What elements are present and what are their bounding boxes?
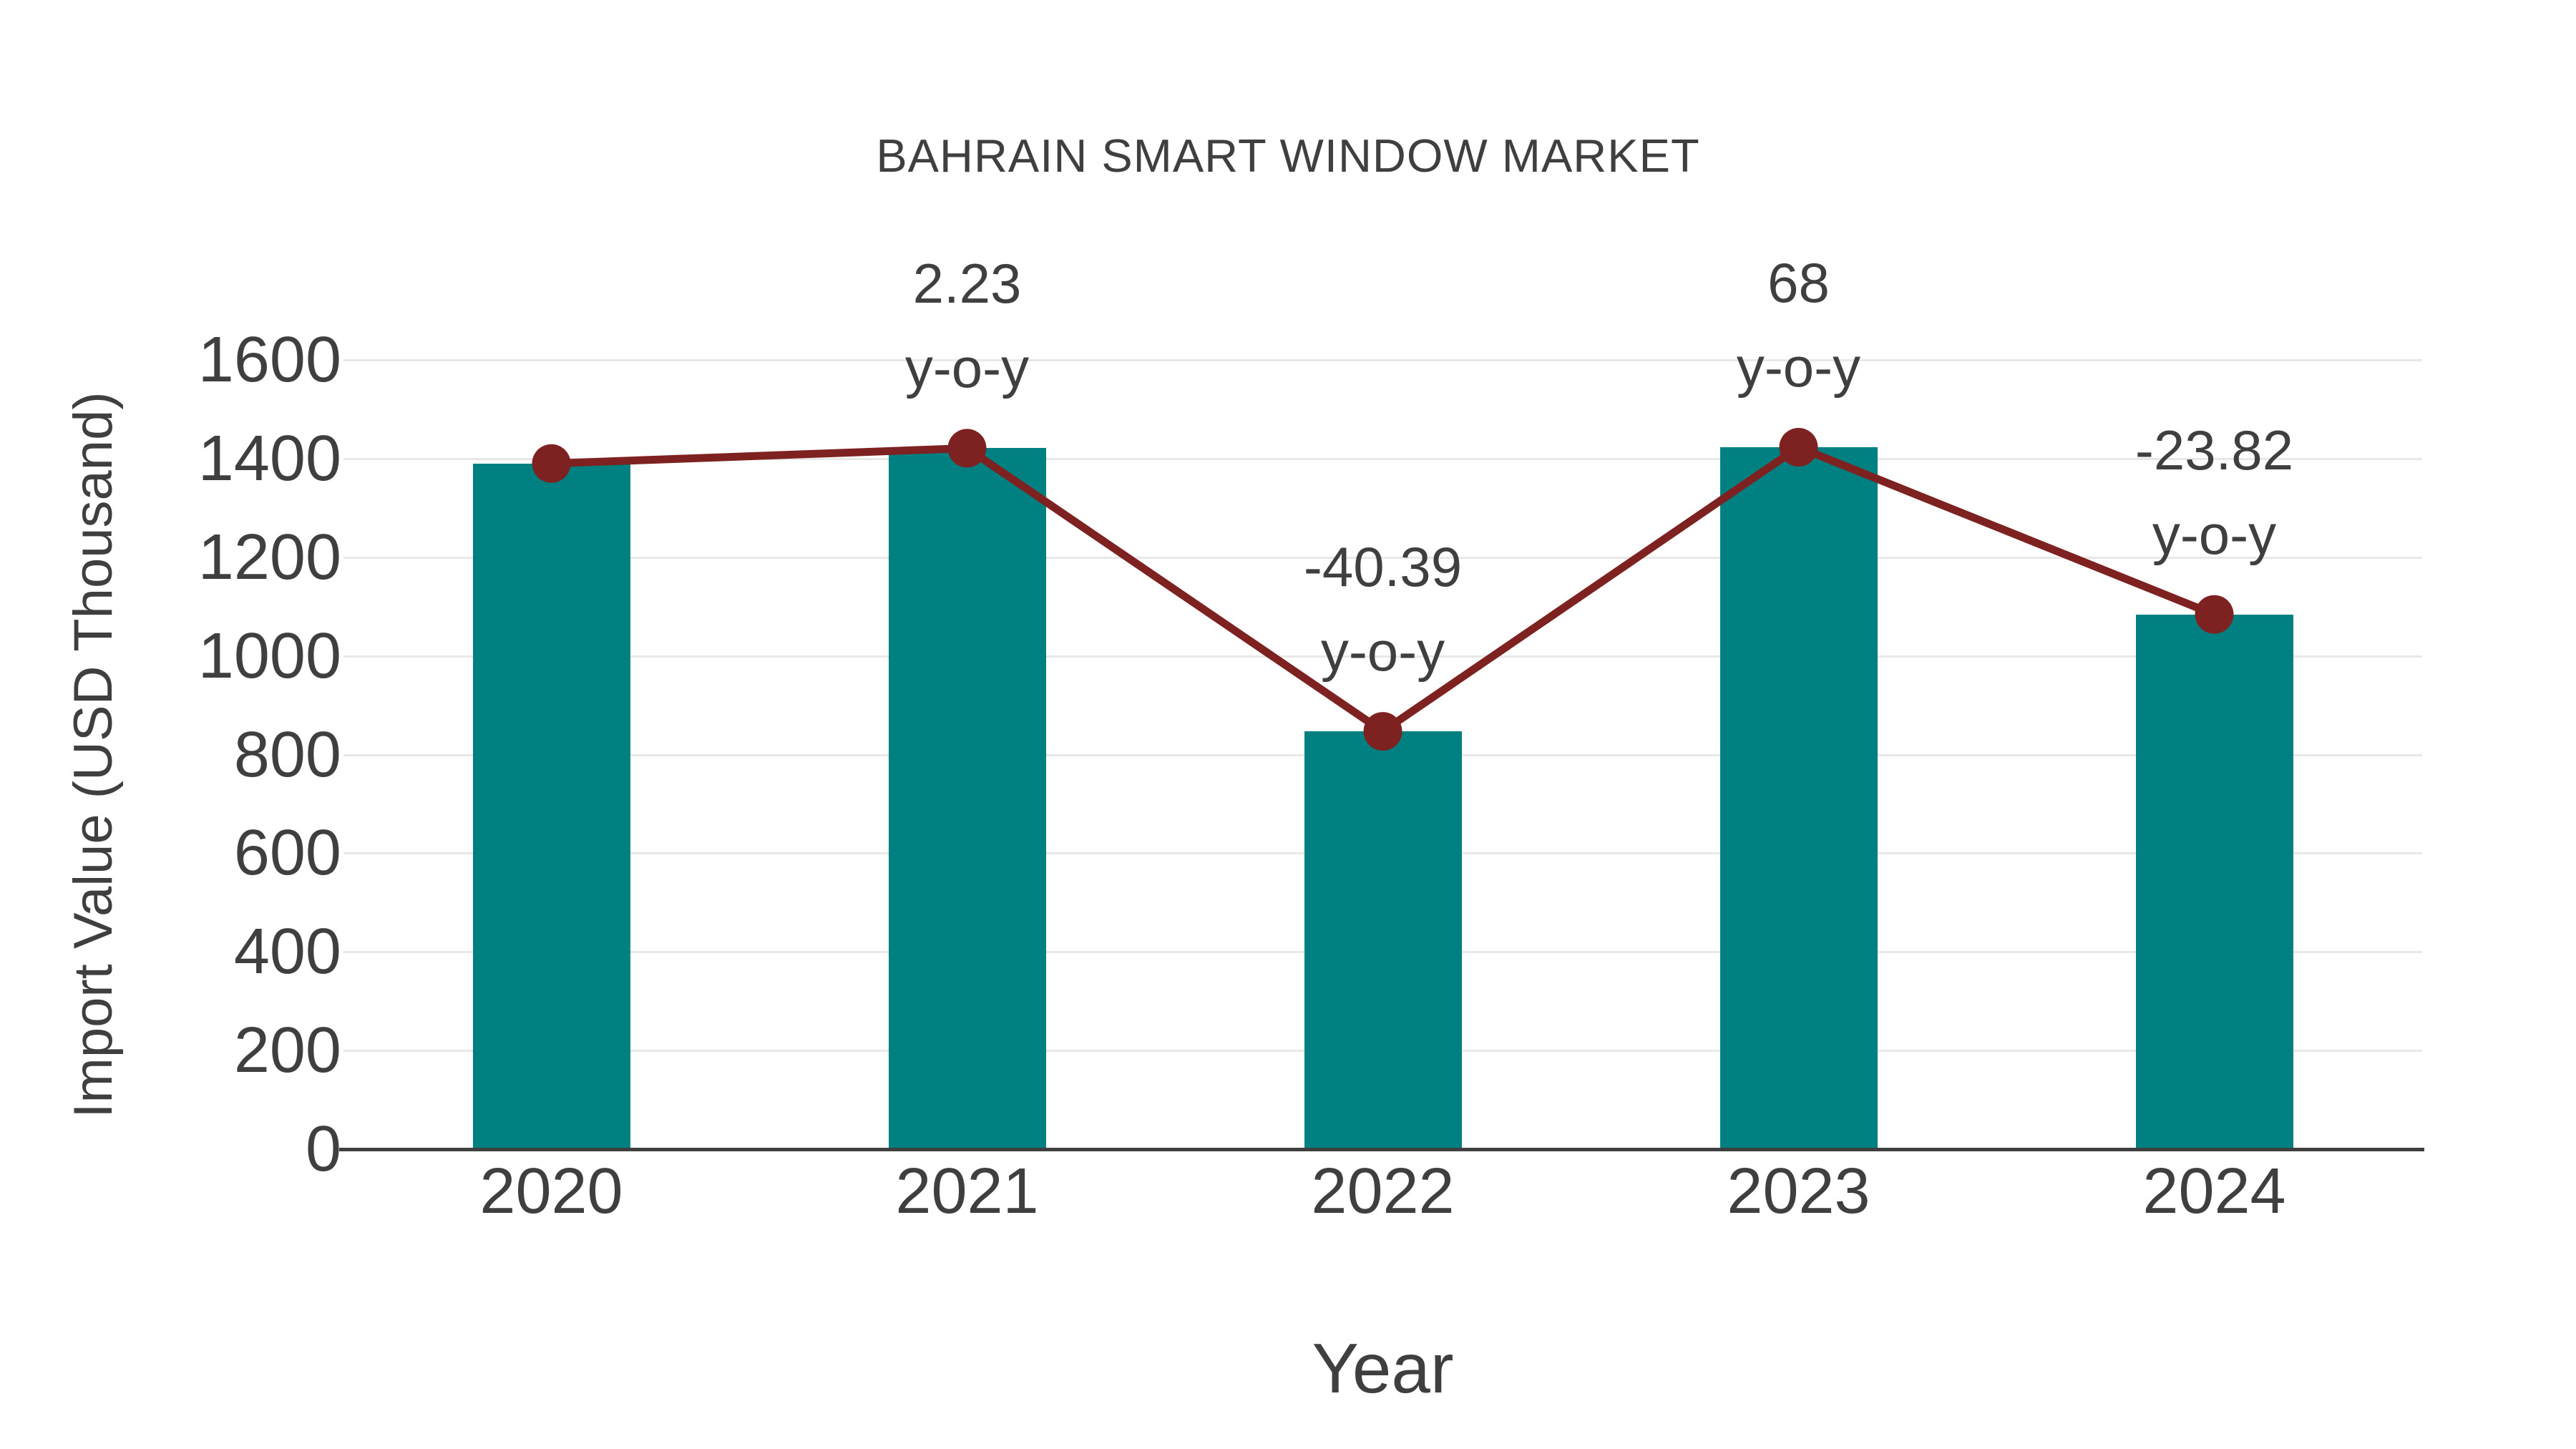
y-tick-label-800: 800 <box>233 718 341 791</box>
y-tick-label-400: 400 <box>233 916 341 988</box>
bar-2024 <box>2135 614 2293 1149</box>
annotation-label-2023: y-o-y <box>1736 336 1861 399</box>
x-tick-label-2024: 2024 <box>2142 1156 2286 1227</box>
chart-title: BAHRAIN SMART WINDOW MARKET <box>876 130 1700 182</box>
bar-2021 <box>888 448 1046 1149</box>
x-axis-line <box>339 1148 2424 1151</box>
bar-2022 <box>1304 731 1462 1149</box>
x-axis-title: Year <box>1312 1329 1454 1407</box>
annotation-label-2022: y-o-y <box>1320 620 1445 683</box>
bar-2020 <box>472 463 630 1149</box>
x-tick-label-2020: 2020 <box>479 1156 623 1227</box>
x-tick-label-2022: 2022 <box>1311 1156 1455 1227</box>
y-tick-label-1400: 1400 <box>197 422 341 494</box>
annotation-label-2024: y-o-y <box>2152 502 2277 566</box>
bar-2023 <box>1719 447 1878 1149</box>
gridline-1600 <box>343 359 2422 361</box>
y-tick-label-1200: 1200 <box>197 521 341 593</box>
y-tick-label-0: 0 <box>305 1113 341 1185</box>
y-tick-label-1000: 1000 <box>197 620 341 692</box>
y-tick-label-600: 600 <box>233 817 341 889</box>
x-tick-label-2021: 2021 <box>895 1156 1039 1227</box>
annotation-value-2021: 2.23 <box>912 252 1022 316</box>
y-tick-label-1600: 1600 <box>197 324 341 396</box>
y-tick-label-200: 200 <box>233 1015 341 1087</box>
annotation-value-2024: -23.82 <box>2135 418 2294 482</box>
x-tick-label-2023: 2023 <box>1727 1156 1870 1227</box>
annotation-label-2021: y-o-y <box>904 336 1030 400</box>
annotation-value-2022: -40.39 <box>1303 535 1463 599</box>
annotation-value-2023: 68 <box>1767 251 1830 315</box>
